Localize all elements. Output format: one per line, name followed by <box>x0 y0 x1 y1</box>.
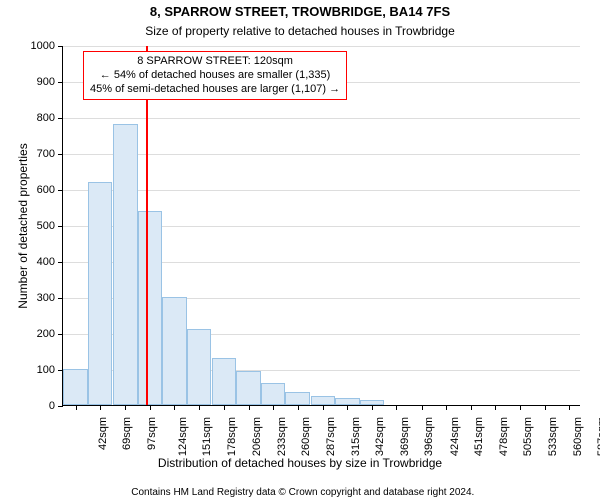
x-tick <box>520 405 521 410</box>
x-tick <box>545 405 546 410</box>
y-tick <box>58 154 63 155</box>
x-tick <box>495 405 496 410</box>
y-tick-label: 0 <box>49 400 55 412</box>
x-tick <box>174 405 175 410</box>
x-tick <box>199 405 200 410</box>
x-tick-label: 233sqm <box>276 417 288 456</box>
y-tick <box>58 406 63 407</box>
y-tick <box>58 370 63 371</box>
y-tick-label: 200 <box>37 328 55 340</box>
x-tick-label: 124sqm <box>177 417 189 456</box>
chart-subtitle: Size of property relative to detached ho… <box>0 24 600 38</box>
y-tick <box>58 262 63 263</box>
grid-line <box>63 190 580 191</box>
x-tick-label: 260sqm <box>300 417 312 456</box>
y-tick-label: 300 <box>37 292 55 304</box>
y-tick-label: 900 <box>37 76 55 88</box>
x-tick <box>446 405 447 410</box>
x-tick-label: 396sqm <box>423 417 435 456</box>
grid-line <box>63 118 580 119</box>
x-tick-label: 315sqm <box>350 417 362 456</box>
x-tick-label: 42sqm <box>97 417 109 450</box>
chart-root: { "title": { "text": "8, SPARROW STREET,… <box>0 0 600 500</box>
x-tick <box>150 405 151 410</box>
x-tick <box>323 405 324 410</box>
x-tick-label: 533sqm <box>547 417 559 456</box>
x-tick <box>471 405 472 410</box>
y-tick-label: 600 <box>37 184 55 196</box>
chart-footnote: Contains HM Land Registry data © Crown c… <box>0 474 600 500</box>
x-tick-label: 587sqm <box>596 417 600 456</box>
x-tick <box>224 405 225 410</box>
plot-area: 0100200300400500600700800900100042sqm69s… <box>62 46 580 406</box>
x-tick <box>396 405 397 410</box>
x-tick-label: 369sqm <box>399 417 411 456</box>
x-tick-label: 287sqm <box>325 417 337 456</box>
x-tick-label: 69sqm <box>121 417 133 450</box>
y-tick <box>58 298 63 299</box>
x-tick-label: 478sqm <box>498 417 510 456</box>
x-tick <box>76 405 77 410</box>
annotation-box: 8 SPARROW STREET: 120sqm← 54% of detache… <box>83 51 347 100</box>
grid-line <box>63 154 580 155</box>
y-tick <box>58 118 63 119</box>
histogram-bar <box>162 297 186 405</box>
x-tick <box>422 405 423 410</box>
histogram-bar <box>138 211 162 405</box>
histogram-bar <box>88 182 112 405</box>
footnote-line-1: Contains HM Land Registry data © Crown c… <box>131 487 474 498</box>
histogram-bar <box>187 329 211 405</box>
y-tick <box>58 334 63 335</box>
x-tick <box>298 405 299 410</box>
grid-line <box>63 46 580 47</box>
y-tick-label: 500 <box>37 220 55 232</box>
x-tick-label: 505sqm <box>522 417 534 456</box>
x-tick-label: 178sqm <box>226 417 238 456</box>
x-tick <box>347 405 348 410</box>
x-tick-label: 424sqm <box>449 417 461 456</box>
histogram-bar <box>212 358 236 405</box>
x-tick <box>273 405 274 410</box>
histogram-bar <box>261 383 285 405</box>
x-tick <box>569 405 570 410</box>
histogram-bar <box>236 371 260 405</box>
histogram-bar <box>63 369 87 405</box>
y-tick <box>58 226 63 227</box>
x-tick-label: 342sqm <box>374 417 386 456</box>
histogram-bar <box>311 396 335 405</box>
x-tick-label: 151sqm <box>202 417 214 456</box>
y-tick <box>58 190 63 191</box>
y-tick-label: 400 <box>37 256 55 268</box>
histogram-bar <box>335 398 359 405</box>
annotation-line: 45% of semi-detached houses are larger (… <box>90 83 340 97</box>
y-tick-label: 700 <box>37 148 55 160</box>
y-tick-label: 100 <box>37 364 55 376</box>
x-tick-label: 560sqm <box>572 417 584 456</box>
annotation-line: ← 54% of detached houses are smaller (1,… <box>90 69 340 83</box>
x-tick <box>100 405 101 410</box>
y-tick <box>58 46 63 47</box>
y-tick <box>58 82 63 83</box>
x-tick <box>125 405 126 410</box>
annotation-line: 8 SPARROW STREET: 120sqm <box>90 55 340 69</box>
chart-title: 8, SPARROW STREET, TROWBRIDGE, BA14 7FS <box>0 4 600 19</box>
y-tick-label: 1000 <box>31 40 55 52</box>
histogram-bar <box>285 392 309 405</box>
x-tick-label: 97sqm <box>147 417 159 450</box>
x-axis-label: Distribution of detached houses by size … <box>0 456 600 470</box>
x-tick-label: 451sqm <box>473 417 485 456</box>
x-tick-label: 206sqm <box>251 417 263 456</box>
y-axis-label: Number of detached properties <box>16 46 30 406</box>
histogram-bar <box>113 124 137 405</box>
y-tick-label: 800 <box>37 112 55 124</box>
x-tick <box>372 405 373 410</box>
x-tick <box>249 405 250 410</box>
